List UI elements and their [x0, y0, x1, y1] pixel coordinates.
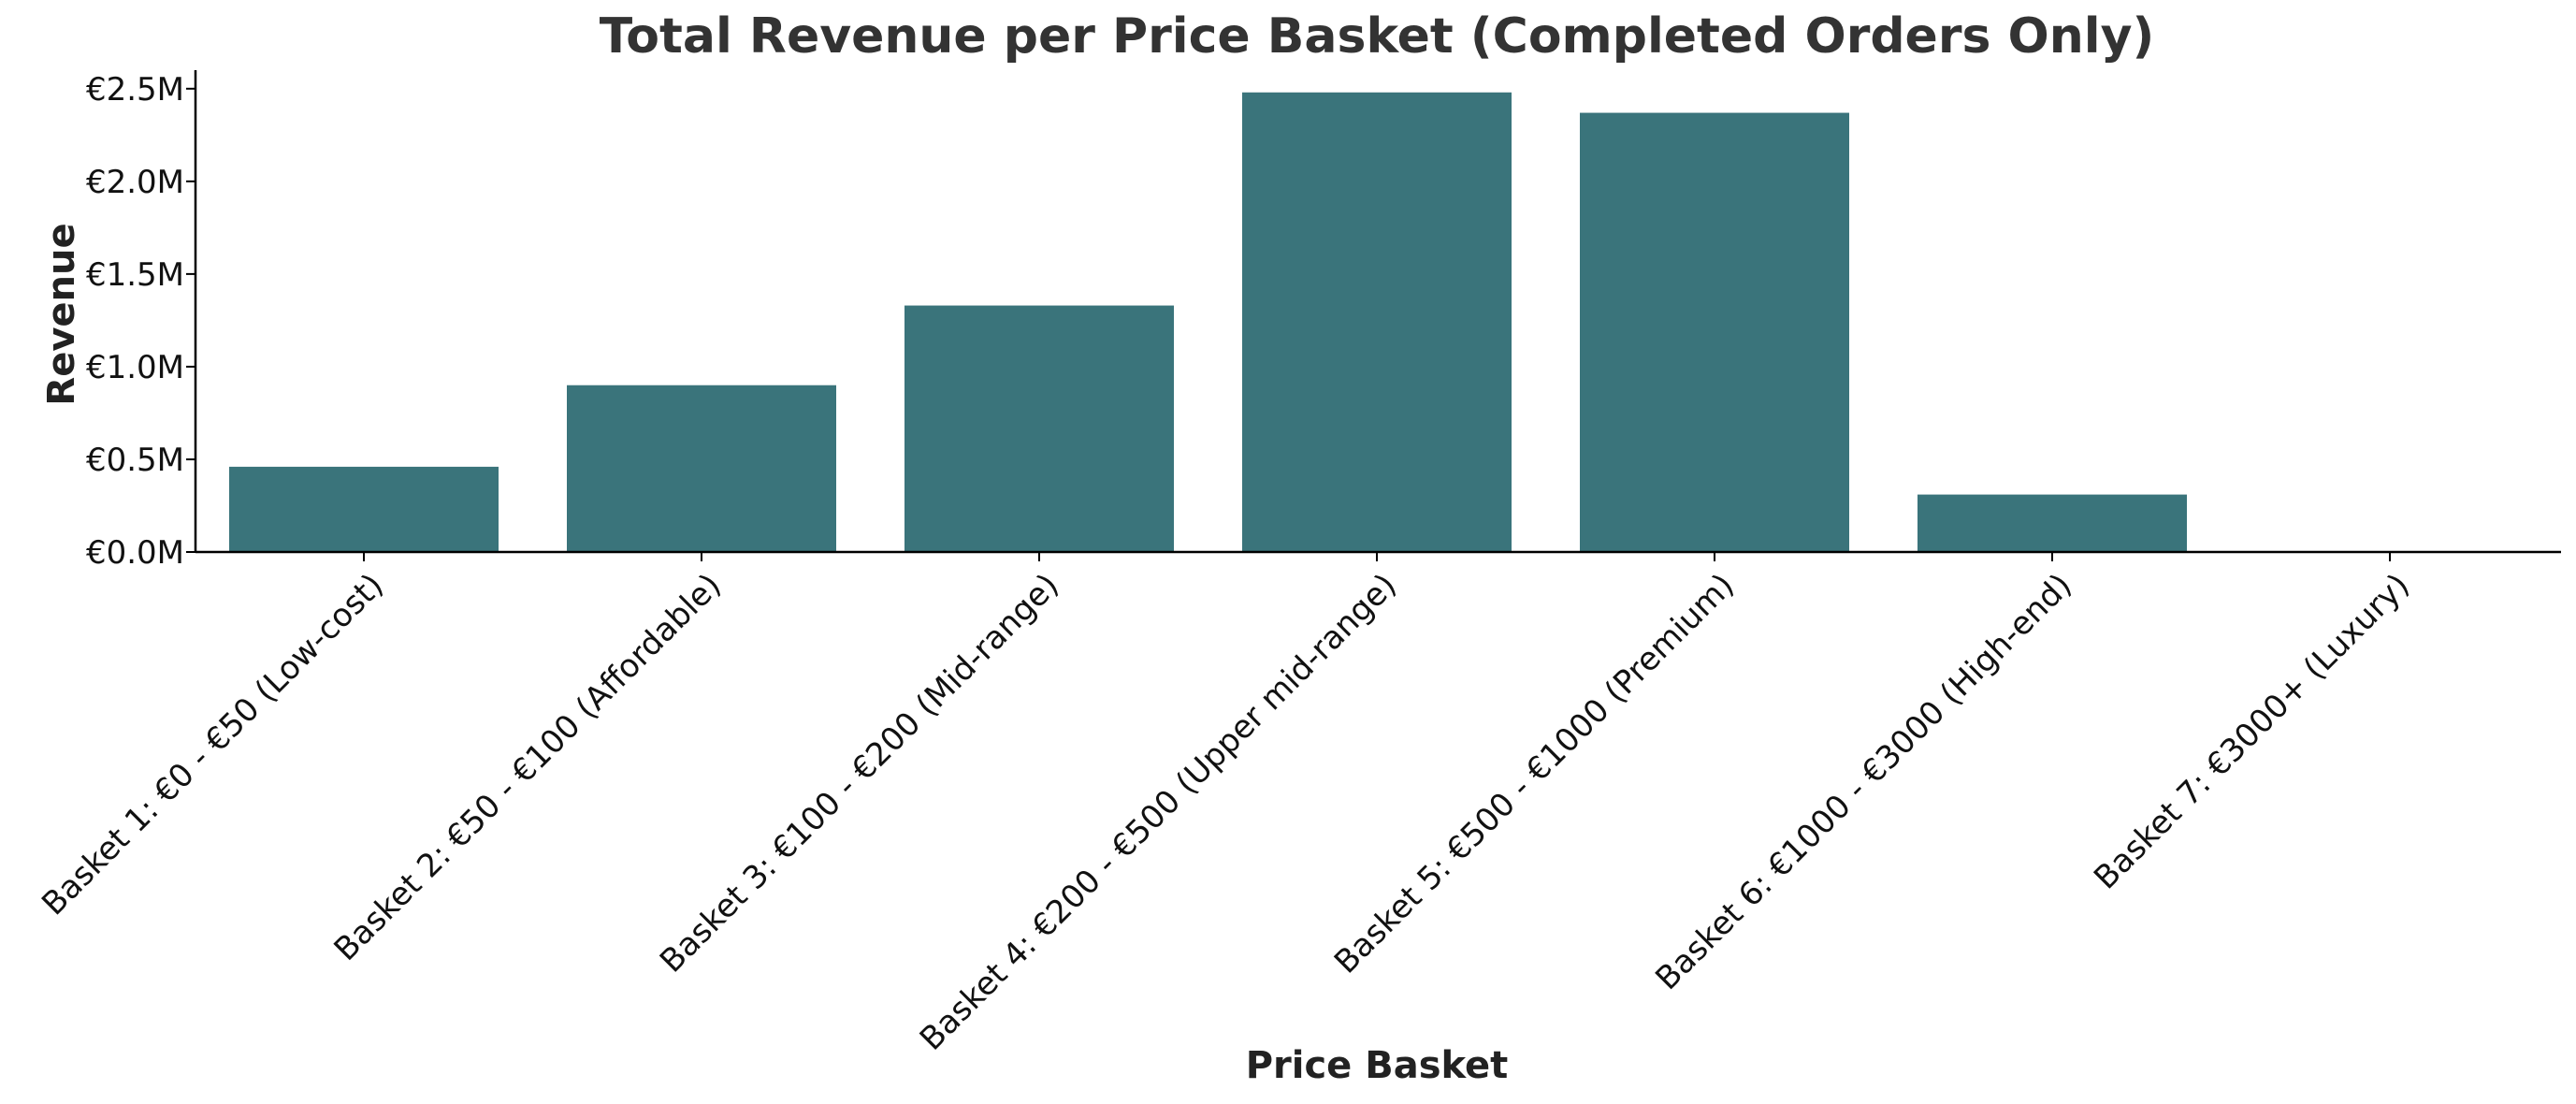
y-axis-label: Revenue — [40, 223, 83, 405]
bar-5 — [1580, 112, 1849, 553]
x-tick-label: Basket 5: €500 - €1000 (Premium) — [1327, 567, 1742, 981]
bar-1 — [229, 466, 499, 552]
x-axis-ticks: Basket 1: €0 - €50 (Low-cost)Basket 2: €… — [35, 552, 2417, 1058]
x-tick-label: Basket 3: €100 - €200 (Mid-range) — [653, 567, 1066, 981]
y-axis-ticks: €0.0M €0.5M €1.0M €1.5M €2.0M €2.5M — [86, 71, 195, 572]
y-tick-label: €0.5M — [86, 442, 184, 479]
x-tick-label: Basket 2: €50 - €100 (Affordable) — [327, 567, 729, 968]
x-tick-label: Basket 1: €0 - €50 (Low-cost) — [35, 567, 391, 923]
y-tick-label: €1.0M — [86, 349, 184, 386]
y-tick-label: €0.0M — [86, 534, 184, 572]
bars-group — [229, 92, 2187, 553]
y-tick-label: €2.0M — [86, 164, 184, 201]
bar-3 — [904, 305, 1174, 552]
y-tick-label: €2.5M — [86, 71, 184, 109]
bar-4 — [1242, 92, 1512, 553]
x-axis-label: Price Basket — [1246, 1044, 1509, 1087]
chart-title: Total Revenue per Price Basket (Complete… — [600, 8, 2155, 65]
bar-6 — [1918, 494, 2187, 552]
y-tick-label: €1.5M — [86, 256, 184, 294]
bar-2 — [567, 385, 836, 552]
x-tick-label: Basket 7: €3000+ (Luxury) — [2087, 567, 2417, 897]
x-tick-label: Basket 6: €1000 - €3000 (High-end) — [1648, 567, 2079, 998]
